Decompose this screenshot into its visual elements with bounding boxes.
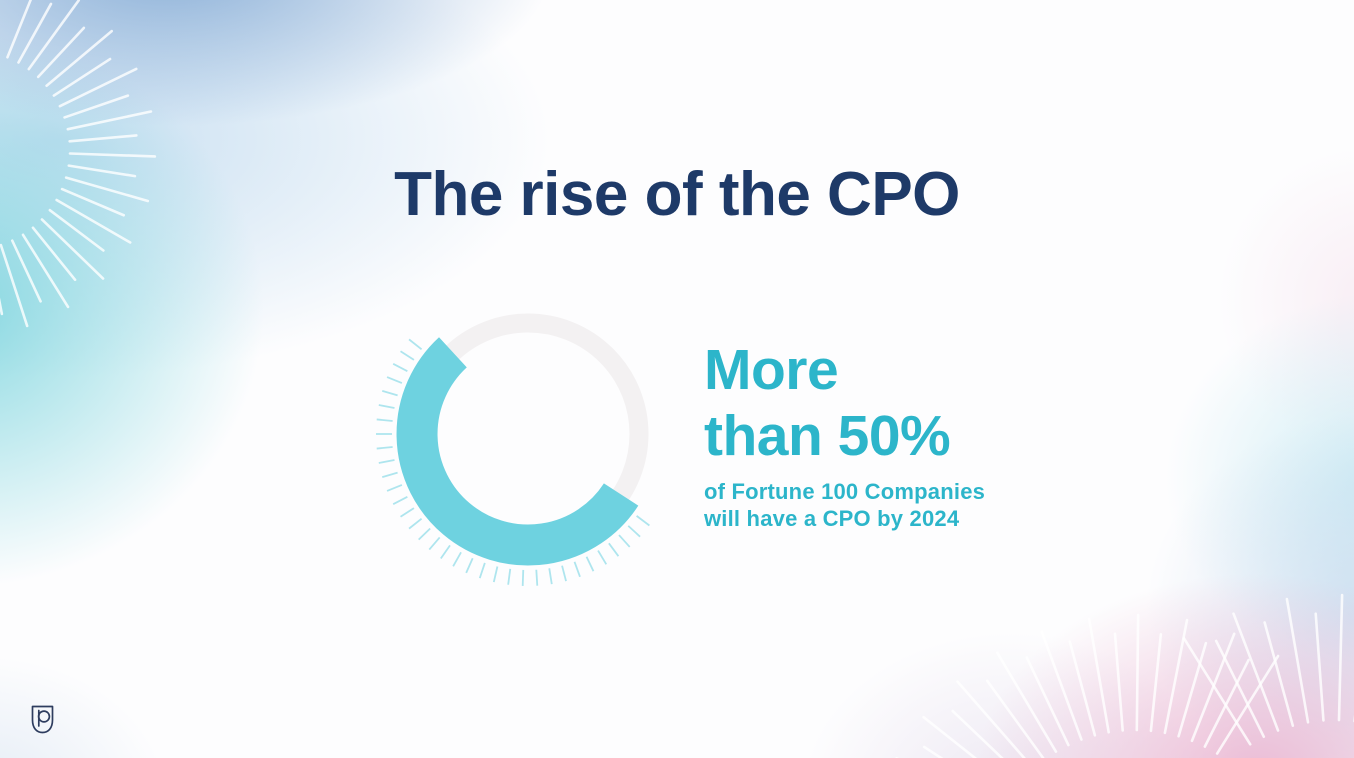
stat-description: of Fortune 100 Companies will have a CPO… [704, 478, 985, 532]
stat-description-line1: of Fortune 100 Companies [704, 479, 986, 504]
stat-headline-line1: More [704, 338, 839, 402]
slide-title: The rise of the CPO [394, 160, 960, 229]
stat-block: More than 50% of Fortune 100 Companies w… [704, 337, 985, 532]
shield-p-logo-icon [31, 705, 54, 734]
stat-description-line2: will have a CPO by 2024 [704, 506, 960, 531]
stat-headline: More than 50% [704, 337, 985, 469]
stat-headline-line2: than 50% [704, 404, 951, 468]
donut-arc [396, 337, 639, 566]
donut-ticks [376, 338, 650, 586]
donut-chart [376, 313, 650, 586]
